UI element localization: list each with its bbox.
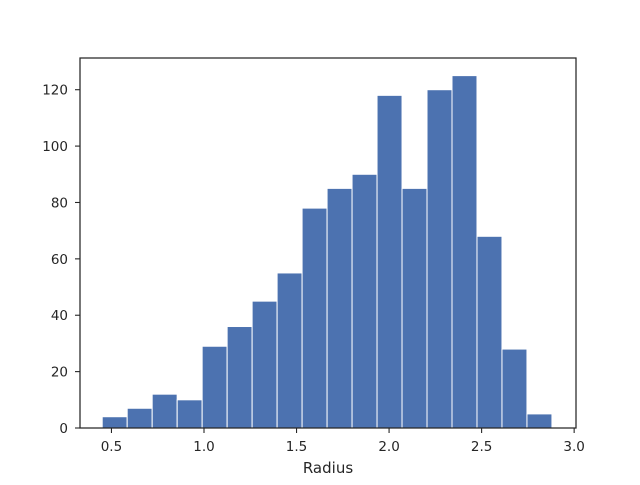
histogram-bar xyxy=(351,173,378,429)
histogram-bar xyxy=(126,407,153,429)
x-axis-ticks: 0.5 1.0 1.5 2.0 2.5 3.0 xyxy=(101,428,585,455)
y-tick-label: 20 xyxy=(51,365,68,381)
histogram-bar xyxy=(501,348,528,429)
y-tick-label: 60 xyxy=(51,252,68,268)
x-tick-label: 3.0 xyxy=(563,439,584,455)
y-tick-label: 100 xyxy=(42,139,68,155)
x-tick-label: 2.0 xyxy=(378,439,399,455)
y-tick-label: 120 xyxy=(42,83,68,99)
plot-frame xyxy=(79,57,577,429)
x-axis-label: Radius xyxy=(303,459,353,477)
y-tick-label: 80 xyxy=(51,195,68,211)
histogram-bar xyxy=(151,393,178,429)
x-tick-label: 2.5 xyxy=(471,439,492,455)
histogram-bar xyxy=(251,300,278,429)
histogram-bar xyxy=(301,207,328,429)
histogram-bar xyxy=(276,272,303,429)
histogram-bar xyxy=(326,187,353,429)
histogram-bar xyxy=(201,345,228,429)
histogram-bar xyxy=(451,75,478,429)
y-tick-label: 40 xyxy=(51,308,68,324)
x-tick-label: 1.5 xyxy=(286,439,307,455)
x-tick-label: 1.0 xyxy=(193,439,214,455)
y-axis-ticks: 0 20 40 60 80 100 120 xyxy=(42,83,80,437)
histogram-bar xyxy=(226,326,253,429)
y-tick-label: 0 xyxy=(59,421,68,437)
x-tick-label: 0.5 xyxy=(101,439,122,455)
histogram-bar xyxy=(376,94,403,429)
histogram-bar xyxy=(401,187,428,429)
histogram-bar xyxy=(426,89,453,429)
histogram-bars xyxy=(101,75,553,429)
histogram-bar xyxy=(526,413,553,429)
histogram-bar xyxy=(476,235,503,429)
histogram-bar xyxy=(176,399,203,429)
histogram-bar xyxy=(101,416,128,429)
